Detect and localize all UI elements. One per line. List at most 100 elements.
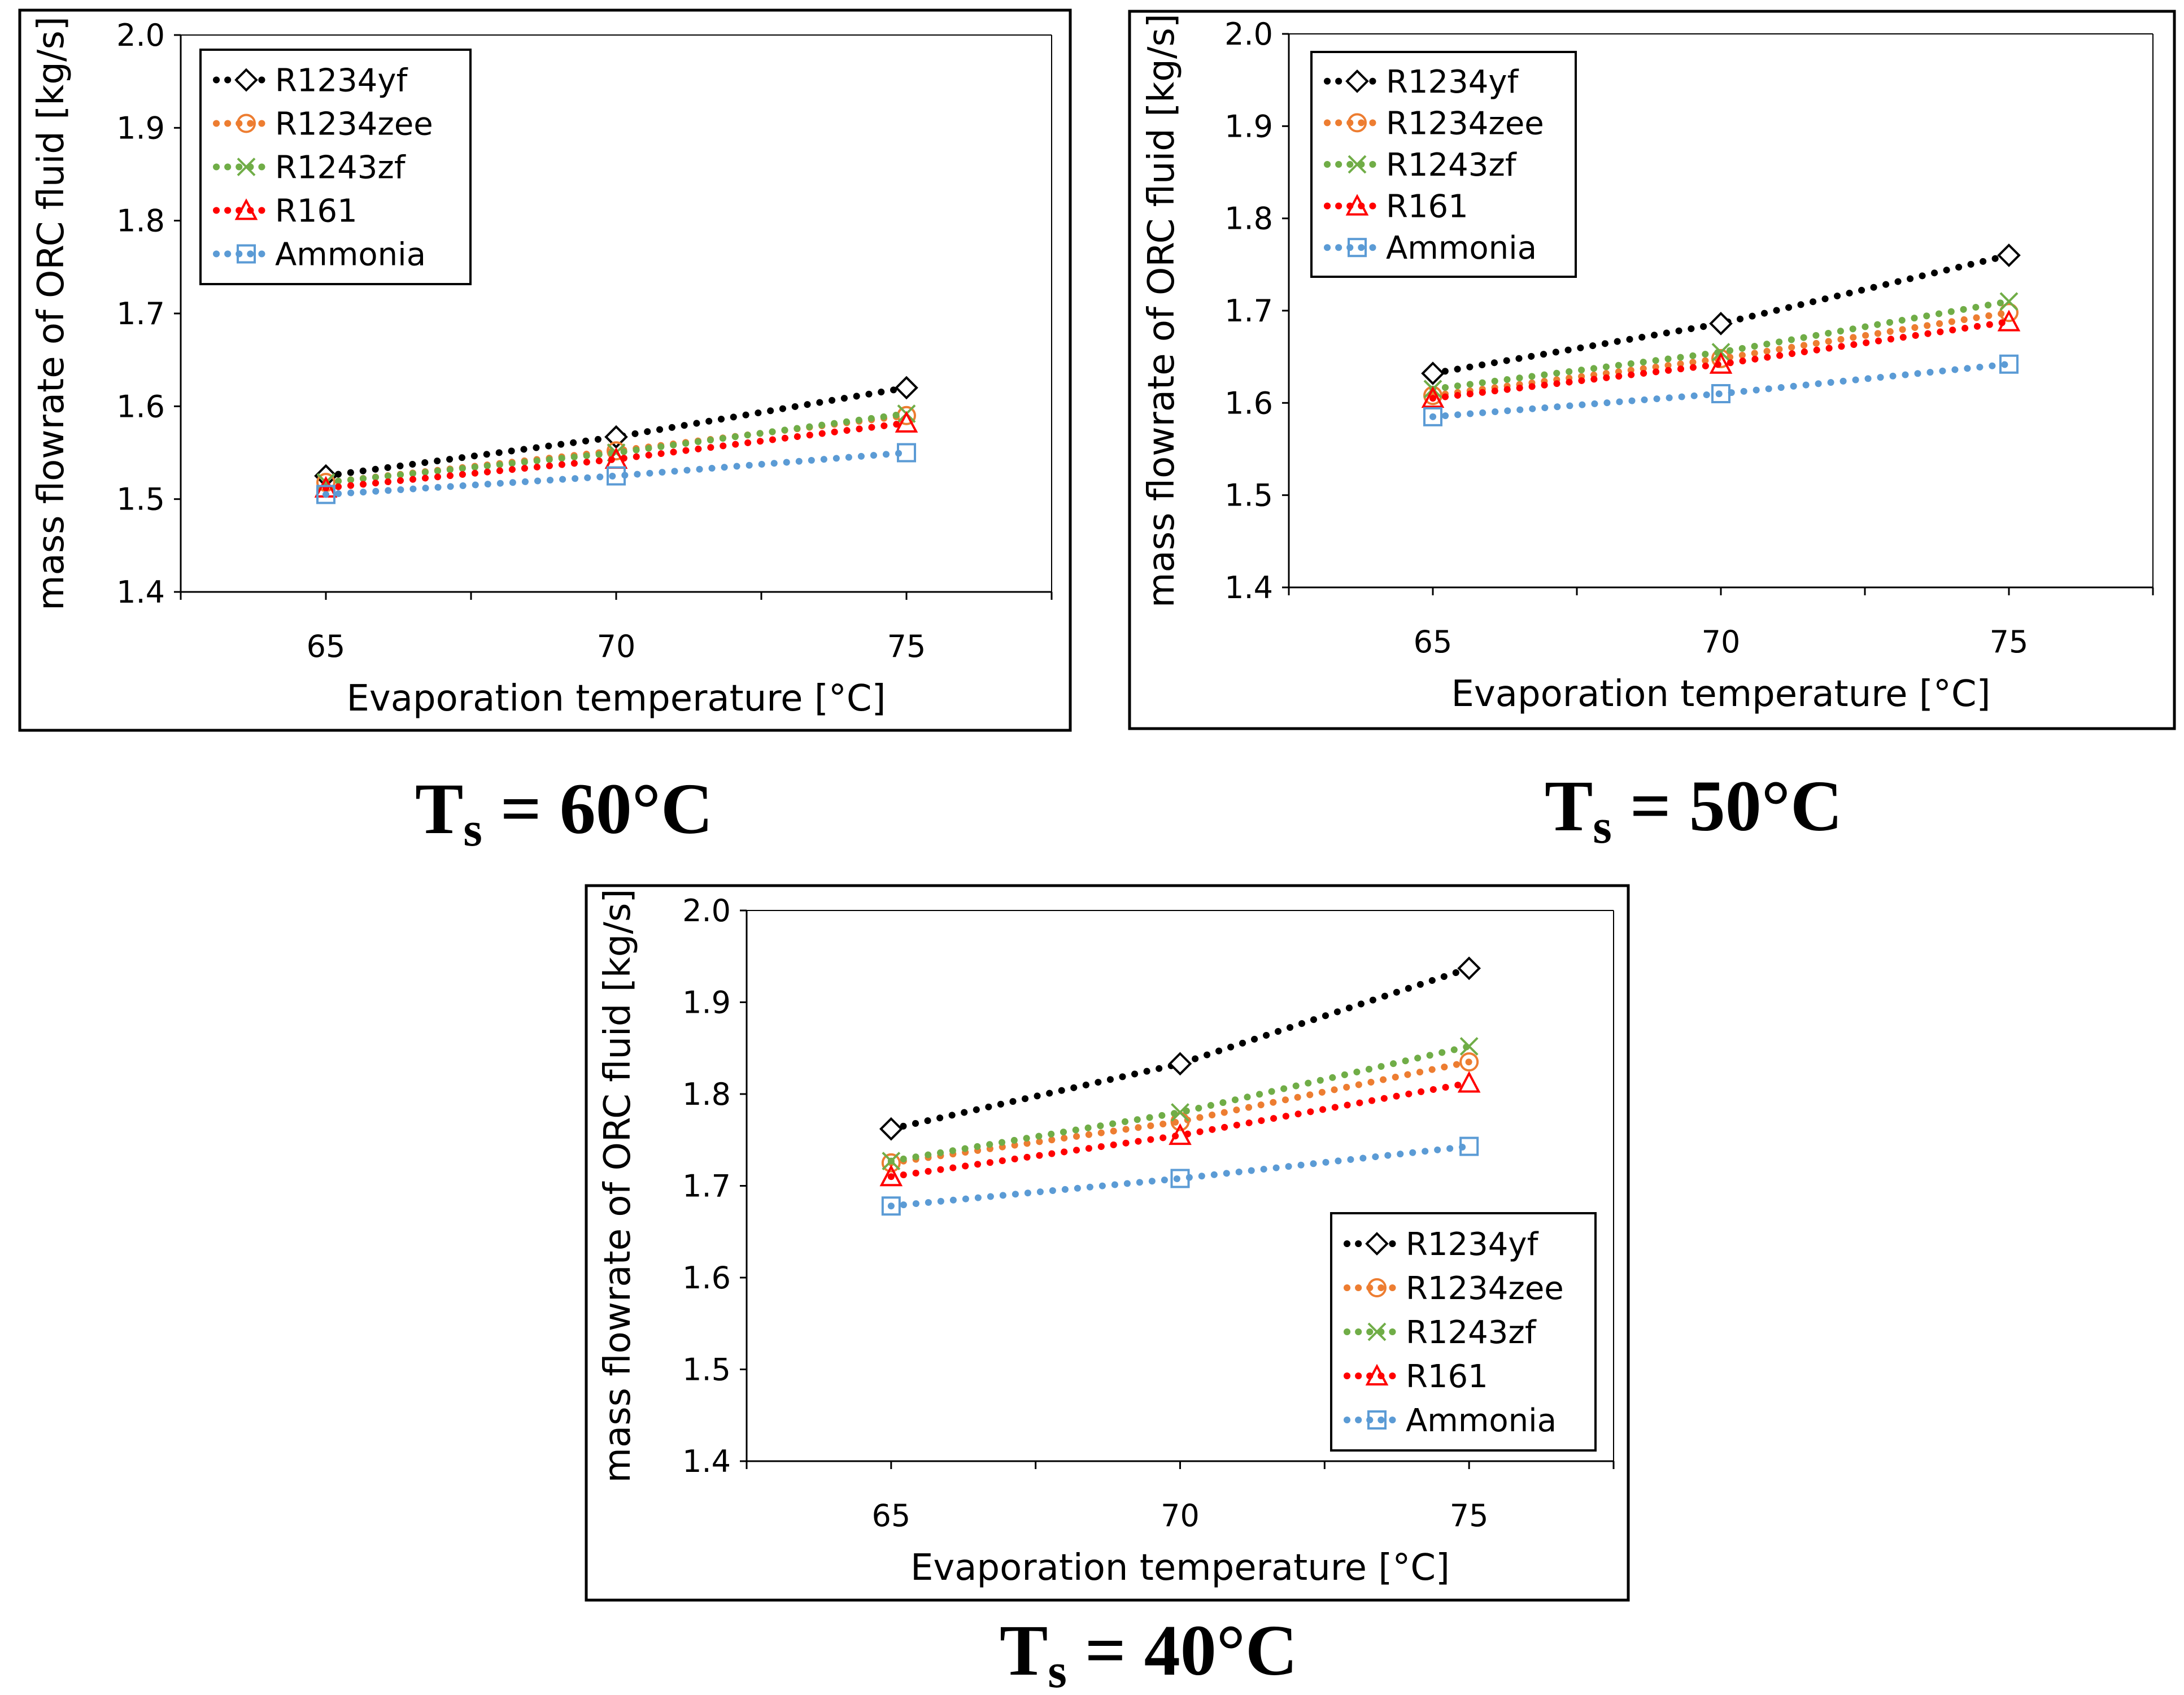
data-point-r1234yf	[1709, 312, 1733, 335]
y-tick-label: 2.0	[682, 893, 731, 929]
legend-marker-r1234zee	[1367, 1278, 1387, 1297]
y-axis-title: mass flowrate of ORC fluid [kg/s]	[30, 16, 72, 611]
legend-label-r1234yf: R1234yf	[275, 63, 408, 99]
data-point-r1234yf	[1457, 956, 1481, 981]
y-tick-label: 1.8	[116, 203, 165, 239]
series-line-r161	[1429, 318, 2012, 402]
y-tick-label: 1.5	[682, 1352, 731, 1388]
series-line-r1243zf	[887, 1043, 1473, 1165]
series-line-r1234zee	[1429, 309, 2012, 399]
y-tick-label: 1.7	[116, 296, 165, 332]
y-tick-label: 1.4	[1224, 570, 1273, 605]
chart-frame-60	[18, 8, 1072, 732]
data-point-ammonia	[1711, 384, 1730, 403]
data-point-r1234yf	[895, 376, 918, 400]
data-point-r1234yf	[1421, 361, 1445, 385]
data-point-ammonia	[316, 485, 335, 504]
y-tick-label: 1.9	[682, 985, 731, 1021]
legend-marker-r1243zf	[237, 158, 256, 176]
data-point-r1234yf	[604, 425, 628, 449]
data-point-ammonia	[1423, 407, 1442, 426]
legend-marker-r161	[1345, 194, 1369, 216]
y-tick-label: 1.7	[1224, 293, 1273, 329]
x-axis-title: Evaporation temperature [°C]	[346, 678, 886, 720]
y-tick-label: 1.4	[682, 1444, 731, 1479]
legend-label-r1234yf: R1234yf	[1406, 1226, 1539, 1263]
legend-marker-r161	[234, 198, 258, 220]
series-line-r1234yf	[1429, 252, 2012, 377]
legend-label-r1234zee: R1234zee	[1386, 105, 1544, 142]
series-line-r161	[322, 419, 910, 491]
legend-marker-r1243zf	[1348, 155, 1367, 174]
data-point-ammonia	[607, 466, 626, 486]
caption-40: Ts = 40°C	[1000, 1610, 1297, 1695]
y-tick-label: 1.5	[1224, 478, 1273, 513]
legend-label-r161: R161	[1406, 1358, 1488, 1395]
x-tick-label: 70	[597, 629, 636, 664]
legend-marker-r161	[1365, 1363, 1389, 1385]
y-axis-title: mass flowrate of ORC fluid [kg/s]	[1141, 14, 1183, 608]
legend-marker-ammonia	[237, 244, 256, 264]
data-point-ammonia	[1999, 354, 2019, 374]
data-point-r1234yf	[1997, 243, 2021, 267]
legend-marker-r1243zf	[1367, 1322, 1387, 1341]
chart-frame-50	[1128, 10, 2176, 730]
data-point-r1243zf	[1999, 292, 2019, 311]
legend-marker-r1234zee	[1348, 113, 1367, 133]
legend-marker-ammonia	[1348, 238, 1367, 258]
legend-marker-r1234yf	[234, 68, 258, 92]
y-tick-label: 1.8	[1224, 201, 1273, 237]
x-tick-label: 65	[1414, 624, 1453, 660]
caption-60: Ts = 60°C	[415, 769, 713, 856]
series-line-r1234zee	[887, 1058, 1473, 1166]
data-point-r1243zf	[1171, 1103, 1189, 1122]
legend-label-r1234zee: R1234zee	[1406, 1270, 1564, 1307]
y-tick-label: 1.4	[116, 574, 165, 610]
x-tick-label: 65	[307, 629, 346, 664]
x-tick-label: 70	[1161, 1498, 1200, 1533]
data-point-r1234zee	[1711, 348, 1730, 368]
data-point-ammonia	[1170, 1169, 1190, 1188]
legend-label-r1234zee: R1234zee	[275, 106, 433, 143]
legend-label-ammonia: Ammonia	[275, 237, 426, 273]
y-tick-label: 1.7	[682, 1169, 731, 1204]
data-point-ammonia	[1459, 1136, 1479, 1156]
y-tick-label: 1.9	[1224, 108, 1273, 144]
x-axis-title: Evaporation temperature [°C]	[1451, 673, 1990, 715]
legend-label-r161: R161	[275, 193, 358, 230]
series-line-r1234yf	[887, 965, 1473, 1132]
data-point-r1234zee	[881, 1153, 901, 1173]
legend-marker-r1234zee	[237, 114, 256, 133]
series-line-r1243zf	[322, 410, 910, 486]
chart-frame-40	[585, 884, 1630, 1602]
legend-label-ammonia: Ammonia	[1386, 230, 1537, 267]
data-point-r1243zf	[882, 1152, 901, 1171]
y-tick-label: 2.0	[116, 18, 165, 53]
y-tick-label: 1.5	[116, 482, 165, 517]
y-tick-label: 1.9	[116, 110, 165, 146]
data-point-r1243zf	[1459, 1037, 1479, 1056]
data-point-r161	[895, 411, 918, 433]
legend-marker-ammonia	[1367, 1410, 1387, 1430]
data-point-r161	[1421, 386, 1445, 408]
data-point-r1234yf	[1168, 1052, 1192, 1076]
x-tick-label: 65	[871, 1498, 910, 1533]
y-axis-title: mass flowrate of ORC fluid [kg/s]	[597, 889, 639, 1483]
x-axis-title: Evaporation temperature [°C]	[910, 1547, 1450, 1589]
legend-marker-r1234yf	[1365, 1232, 1389, 1256]
legend-marker-r1234yf	[1345, 69, 1369, 93]
legend-label-r1234yf: R1234yf	[1386, 64, 1519, 101]
legend-label-r1243zf: R1243zf	[1386, 147, 1517, 184]
x-tick-label: 70	[1702, 624, 1741, 660]
y-tick-label: 1.6	[682, 1260, 731, 1296]
legend-label-r1243zf: R1243zf	[275, 150, 406, 186]
data-point-r1234yf	[879, 1117, 903, 1141]
data-point-r161	[1709, 352, 1733, 374]
x-tick-label: 75	[1450, 1498, 1489, 1533]
series-line-ammonia	[322, 449, 910, 498]
data-point-r161	[1997, 310, 2021, 332]
